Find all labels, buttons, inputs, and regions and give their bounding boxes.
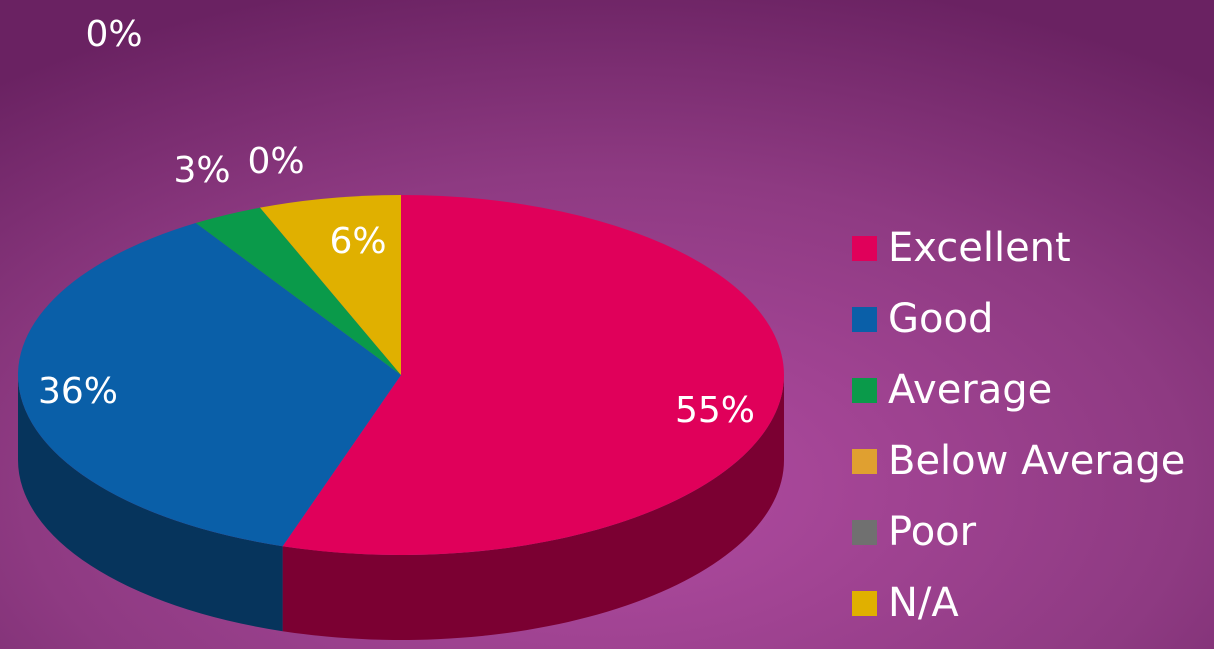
- slice-side: [282, 375, 784, 640]
- legend-swatch: [852, 307, 877, 332]
- legend-label: N/A: [888, 580, 959, 626]
- legend-label: Poor: [888, 509, 977, 555]
- legend-label: Average: [888, 367, 1052, 413]
- data-label: 36%: [38, 371, 118, 412]
- legend: Excellent Good Average Below Average Poor N/A: [852, 225, 1185, 626]
- slice: [260, 195, 401, 375]
- legend-swatch: [852, 591, 877, 616]
- legend-label: Good: [888, 296, 993, 342]
- data-label: 3%: [173, 150, 230, 191]
- slice: [195, 207, 401, 375]
- legend-swatch: [852, 520, 877, 545]
- pie: [17, 195, 784, 640]
- legend-swatch: [852, 449, 877, 474]
- legend-label: Excellent: [888, 225, 1071, 271]
- data-label: 6%: [329, 221, 386, 262]
- data-label: 0%: [85, 14, 142, 55]
- slice-side: [18, 375, 283, 632]
- data-label: 55%: [675, 390, 755, 431]
- data-label: 0%: [247, 141, 304, 182]
- slice: [282, 195, 784, 556]
- data-labels: 55% 36% 3% 0% 0% 6%: [38, 14, 755, 431]
- legend-label: Below Average: [888, 438, 1185, 484]
- legend-swatch: [852, 378, 877, 403]
- slice: [17, 223, 402, 547]
- legend-swatch: [852, 236, 877, 261]
